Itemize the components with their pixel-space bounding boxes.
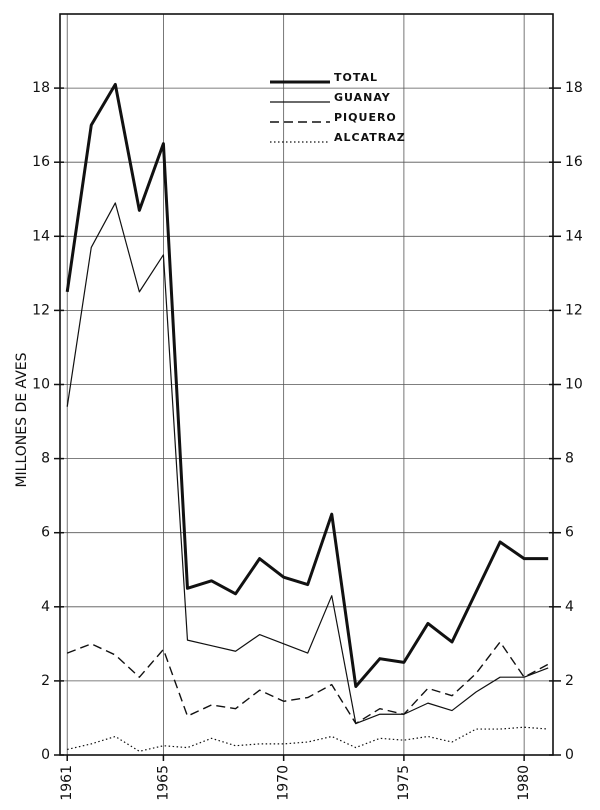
y-tick-label: 10 [32,377,50,393]
plot-frame [59,13,554,756]
legend-label: PIQUERO [334,111,397,124]
y-tick-label: 16 [32,154,50,170]
series-line [67,726,549,752]
series-line [65,82,549,688]
series-line [66,202,549,725]
x-tick-label: 1970 [276,765,292,801]
x-tick-label: 1975 [396,765,412,801]
y2-tick-label: 18 [565,80,583,96]
y2-tick-label: 16 [565,154,583,170]
legend-label: TOTAL [334,71,378,84]
y2-tick-label: 0 [565,747,574,763]
y2-tick-label: 4 [565,599,574,615]
y-tick-label: 14 [32,228,50,244]
y-tick-label: 2 [41,673,50,689]
y2-tick-label: 10 [565,377,583,393]
y-tick-label: 12 [32,302,50,318]
series-line [66,641,549,725]
y2-tick-label: 2 [565,673,574,689]
x-tick-label: 1965 [155,765,171,801]
x-tick-label: 1980 [516,765,532,801]
legend-label: GUANAY [334,91,391,104]
y2-tick-label: 8 [565,451,574,467]
y-tick-label: 4 [41,599,50,615]
y-tick-label: 0 [41,747,50,763]
legend-label: ALCATRAZ [334,131,406,144]
x-tick-label: 1961 [59,765,75,801]
y-axis-label: MILLONES DE AVES [14,352,30,487]
y2-tick-label: 12 [565,302,583,318]
y-tick-label: 18 [32,80,50,96]
y2-tick-label: 14 [565,228,583,244]
y-tick-label: 6 [41,525,50,541]
y2-tick-label: 6 [565,525,574,541]
y-tick-label: 8 [41,451,50,467]
